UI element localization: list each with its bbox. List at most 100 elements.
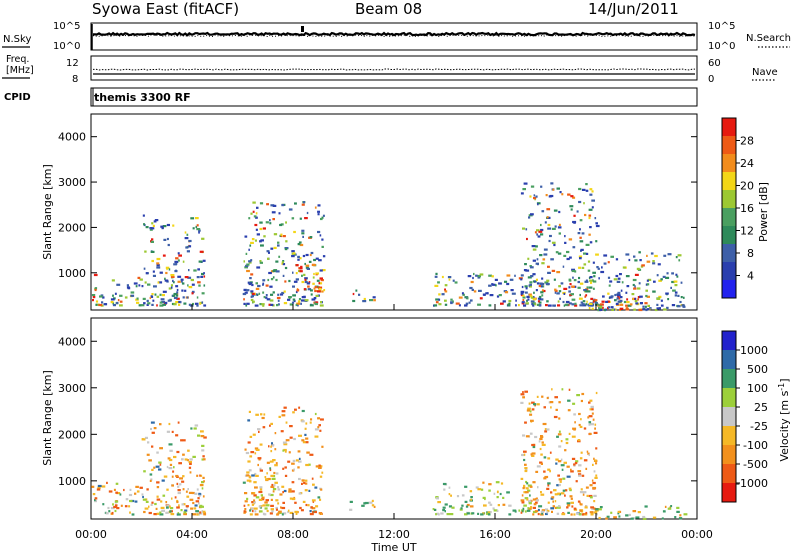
scatter-cell	[273, 233, 278, 236]
scatter-cell	[166, 267, 168, 271]
scatter-cell	[559, 191, 562, 194]
scatter-cell	[149, 228, 153, 231]
scatter-cell	[496, 491, 499, 494]
colorbar-swatch	[722, 280, 736, 299]
scatter-cell	[613, 516, 617, 519]
scatter-cell	[677, 305, 681, 308]
scatter-cell	[318, 512, 322, 515]
scatter-cell	[284, 280, 287, 283]
scatter-cell	[169, 449, 173, 452]
scatter-cell	[282, 491, 284, 494]
scatter-cell	[293, 468, 295, 471]
scatter-cell	[315, 301, 319, 304]
scatter-cell	[537, 203, 539, 206]
scatter-cell	[480, 488, 484, 491]
scatter-cell	[546, 487, 550, 490]
scatter-cell	[202, 510, 206, 513]
scatter-cell	[319, 465, 323, 468]
scatter-cell	[189, 471, 192, 474]
scatter-cell	[588, 286, 593, 289]
scatter-cell	[529, 195, 532, 198]
scatter-cell	[255, 287, 260, 290]
scatter-cell	[119, 493, 122, 496]
scatter-cell	[156, 266, 161, 269]
scatter-cell	[493, 492, 496, 495]
scatter-cell	[177, 280, 181, 283]
scatter-cell	[164, 277, 166, 280]
scatter-cell	[632, 298, 634, 301]
scatter-cell	[578, 276, 581, 280]
scatter-cell	[570, 208, 573, 211]
scatter-cell	[436, 512, 439, 515]
scatter-cell	[597, 267, 600, 270]
scatter-cell	[466, 512, 470, 515]
noise-sky-trace	[93, 31, 696, 37]
freq-right-tick-min: 0	[708, 74, 714, 85]
scatter-cell	[97, 484, 102, 488]
scatter-cell	[176, 506, 180, 509]
scatter-cell	[181, 282, 185, 285]
scatter-cell	[303, 201, 305, 204]
scatter-cell	[288, 279, 291, 283]
colorbar-tick-label: -25	[750, 420, 768, 433]
scatter-cell	[308, 260, 312, 263]
scatter-cell	[318, 424, 321, 427]
scatter-cell	[592, 486, 597, 490]
scatter-cell	[352, 292, 355, 296]
scatter-cell	[289, 436, 293, 439]
scatter-cell	[185, 246, 189, 249]
noise-panel-frame	[90, 22, 698, 51]
scatter-cell	[559, 480, 562, 483]
scatter-cell	[306, 267, 310, 270]
scatter-cell	[287, 298, 291, 301]
scatter-cell	[299, 267, 303, 270]
scatter-cell	[260, 494, 263, 497]
scatter-cell	[114, 292, 117, 295]
scatter-cell	[544, 428, 547, 431]
scatter-cell	[504, 291, 509, 294]
scatter-cell	[195, 217, 199, 220]
scatter-cell	[287, 510, 290, 514]
scatter-cell	[527, 507, 530, 510]
scatter-cell	[126, 286, 130, 289]
scatter-cell	[253, 499, 256, 502]
scatter-cell	[272, 204, 277, 207]
scatter-cell	[281, 410, 286, 413]
scatter-cell	[161, 300, 165, 304]
scatter-cell	[112, 302, 115, 305]
scatter-cell	[297, 255, 300, 258]
scatter-cell	[573, 214, 576, 217]
scatter-cell	[618, 515, 621, 518]
scatter-cell	[92, 296, 96, 299]
scatter-cell	[530, 213, 534, 216]
scatter-cell	[658, 279, 662, 282]
scatter-cell	[292, 271, 294, 274]
scatter-cell	[175, 269, 177, 272]
scatter-cell	[527, 298, 530, 301]
scatter-cell	[188, 460, 192, 464]
scatter-cell	[363, 297, 366, 301]
scatter-cell	[568, 278, 571, 281]
scatter-cell	[524, 285, 528, 288]
scatter-cell	[166, 465, 169, 469]
scatter-cell	[166, 223, 170, 227]
scatter-cell	[539, 447, 542, 451]
scatter-cell	[188, 303, 191, 306]
scatter-cell	[546, 208, 551, 211]
scatter-cell	[191, 302, 194, 306]
scatter-cell	[592, 300, 595, 303]
scatter-cell	[141, 438, 146, 441]
scatter-cell	[203, 480, 205, 483]
scatter-cell	[189, 498, 194, 501]
scatter-cell	[203, 458, 206, 461]
scatter-cell	[461, 504, 464, 507]
scatter-cell	[541, 443, 546, 446]
scatter-cell	[255, 413, 259, 416]
scatter-cell	[91, 485, 95, 488]
scatter-cell	[589, 188, 593, 191]
scatter-cell	[563, 304, 566, 307]
scatter-cell	[442, 482, 447, 486]
scatter-cell	[565, 441, 569, 445]
scatter-cell	[679, 514, 682, 517]
